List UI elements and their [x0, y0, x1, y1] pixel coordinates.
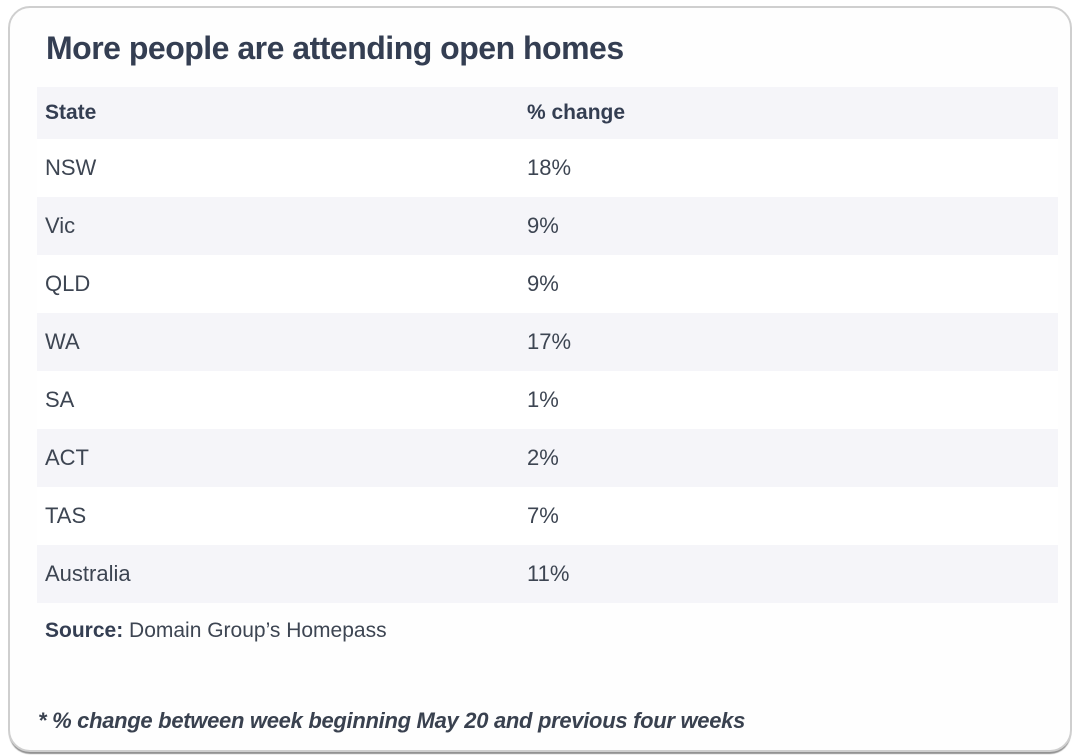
- footnote: * % change between week beginning May 20…: [38, 708, 746, 733]
- change-cell: 2%: [527, 445, 559, 470]
- source-text: Domain Group’s Homepass: [123, 619, 387, 642]
- state-cell: Vic: [45, 213, 76, 238]
- state-cell: Australia: [45, 561, 131, 586]
- change-cell: 18%: [527, 155, 572, 180]
- table-row: QLD 9%: [37, 255, 1058, 313]
- table-body: NSW 18% Vic 9% QLD 9% WA 17% SA 1% ACT 2% TAS 7% Austr…: [37, 139, 1058, 603]
- source-line: Source: Domain Group’s Homepass: [45, 619, 1056, 643]
- table-row: TAS 7%: [37, 487, 1058, 545]
- data-table: State % change NSW 18% Vic 9% QLD 9% WA 17% SA 1%…: [37, 87, 1058, 603]
- table-header-row: State % change: [37, 87, 1058, 139]
- state-cell: NSW: [45, 155, 97, 180]
- table-row: Vic 9%: [37, 197, 1058, 255]
- change-cell: 9%: [527, 271, 559, 296]
- state-cell: QLD: [45, 271, 91, 296]
- table-row: SA 1%: [37, 371, 1058, 429]
- change-cell: 17%: [527, 329, 572, 354]
- change-cell: 11%: [527, 561, 570, 586]
- change-cell: 7%: [527, 503, 559, 528]
- source-label: Source:: [45, 619, 124, 642]
- table-row: Australia 11%: [37, 545, 1058, 603]
- table-row: WA 17%: [37, 313, 1058, 371]
- table-row: NSW 18%: [37, 139, 1058, 197]
- change-cell: 9%: [527, 213, 559, 238]
- table-card: More people are attending open homes Sta…: [8, 6, 1072, 752]
- change-cell: 1%: [527, 387, 559, 412]
- state-cell: ACT: [45, 445, 89, 470]
- page-title: More people are attending open homes: [46, 30, 624, 66]
- state-cell: SA: [45, 387, 75, 412]
- state-cell: TAS: [45, 503, 87, 528]
- column-header-change: % change: [527, 101, 626, 124]
- table-row: ACT 2%: [37, 429, 1058, 487]
- state-cell: WA: [45, 329, 80, 354]
- column-header-state: State: [45, 101, 97, 124]
